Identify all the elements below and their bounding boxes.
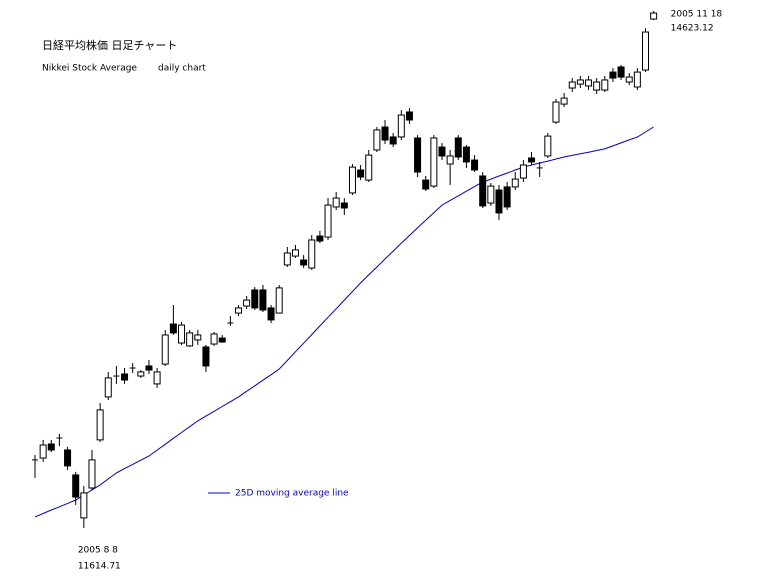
candle-body [64, 449, 72, 467]
date-label: 2005 11 18 [671, 10, 723, 20]
candle-body [438, 146, 446, 157]
candle-body [462, 146, 470, 163]
candle-body [300, 259, 308, 266]
candle-body [308, 239, 316, 269]
candle-body [104, 377, 112, 398]
candle-body [633, 71, 641, 88]
legend-label: 25D moving average line [235, 489, 349, 499]
candle-body [405, 111, 413, 121]
candle-body [275, 287, 283, 314]
candle-body [373, 129, 381, 151]
candle-body [430, 137, 438, 187]
chart-subtitle: Nikkei Stock Average [42, 64, 137, 74]
candle-body [251, 289, 259, 309]
price-label: 14623.12 [671, 24, 714, 34]
candle-body [243, 299, 251, 307]
candle-body [267, 307, 275, 321]
candle-body [446, 155, 454, 165]
candle-body [609, 71, 617, 79]
candle-body [235, 307, 242, 314]
candle-body [324, 204, 332, 238]
candle-body [528, 157, 536, 163]
candle-body [186, 332, 194, 347]
candle-body [495, 189, 503, 214]
candle-body [316, 235, 324, 242]
candle-body [259, 289, 267, 311]
candle-body [560, 97, 568, 105]
candle-body [422, 179, 430, 190]
candle-body [650, 12, 658, 20]
candle-body [178, 324, 186, 344]
candle-body [381, 126, 389, 141]
candle-body [568, 81, 576, 89]
chart-note: daily chart [158, 64, 206, 74]
moving-average-line [34, 126, 654, 518]
candle-body [80, 492, 88, 519]
candle-body [72, 474, 80, 498]
candle-body [291, 249, 299, 257]
candle-body [88, 459, 96, 489]
candle-body [161, 334, 169, 365]
candle-body [47, 443, 55, 451]
candle-body [96, 409, 104, 441]
chart-title: 日経平均株価 日足チャート [42, 38, 177, 52]
candle-body [389, 136, 397, 145]
candle-body [503, 186, 511, 208]
candle-body [348, 166, 356, 194]
candle-body [332, 197, 340, 208]
candle-body [642, 31, 649, 71]
candle-body [585, 79, 593, 87]
candle-body [357, 169, 365, 178]
candle-body [210, 333, 218, 345]
candle-body [169, 323, 177, 334]
candle-body [202, 346, 210, 367]
candle-body [544, 135, 552, 157]
candle-body [487, 185, 495, 204]
candle-body [511, 178, 519, 188]
candle-body [479, 175, 487, 207]
date-label: 2005 8 8 [78, 546, 118, 556]
candle-body [283, 252, 291, 266]
candle-body [617, 66, 625, 78]
price-label: 11614.71 [78, 562, 121, 572]
candle-body [365, 154, 373, 181]
candle-body [39, 444, 47, 459]
candle-body [414, 137, 422, 173]
candle-body [454, 137, 462, 158]
candle-body [601, 79, 609, 91]
candle-body [397, 114, 405, 138]
candle-body [145, 365, 153, 371]
candle-body [218, 337, 226, 343]
candle-body [552, 101, 560, 123]
candle-body [137, 371, 145, 377]
candle-body [519, 164, 527, 179]
candle-body [593, 81, 601, 91]
candle-body [121, 373, 129, 381]
candle-body [471, 159, 479, 171]
candle-body [625, 76, 633, 83]
candle-body [153, 371, 161, 385]
candle-body [340, 202, 348, 209]
candle-body [576, 79, 584, 85]
candle-body [194, 334, 202, 341]
